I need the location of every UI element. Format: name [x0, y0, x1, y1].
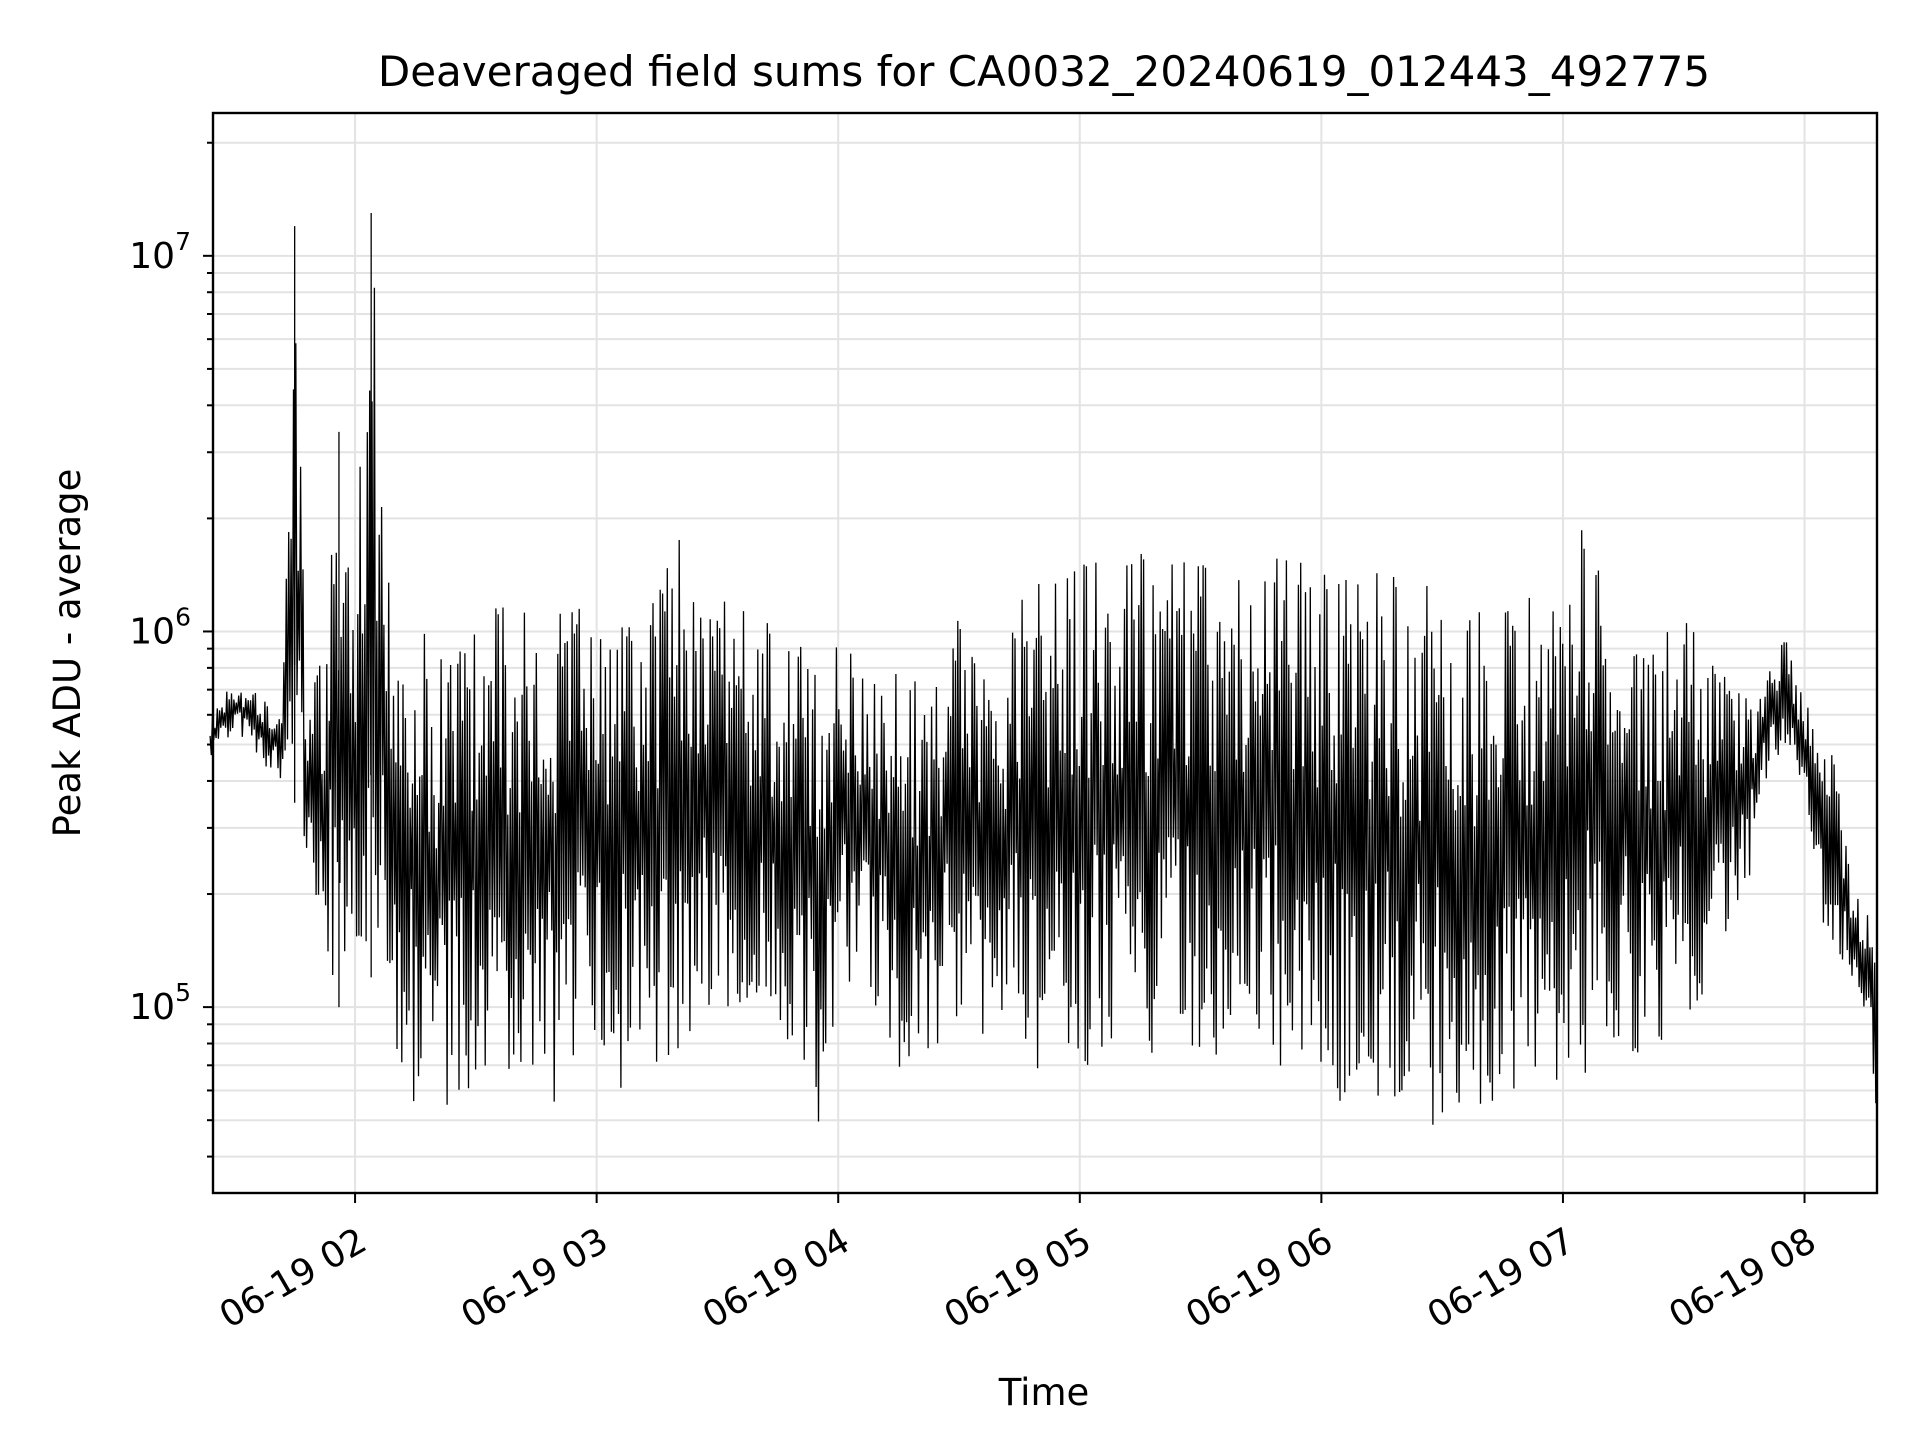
chart-title: Deaveraged field sums for CA0032_2024061…: [378, 47, 1710, 96]
x-tick-label: 06-19 03: [454, 1220, 615, 1336]
x-axis-label: Time: [998, 1371, 1090, 1414]
x-tick-label: 06-19 06: [1179, 1220, 1340, 1336]
y-tick-label: 105: [129, 978, 191, 1028]
plot-frame: [211, 111, 1879, 1195]
y-tick-label: 106: [129, 602, 191, 652]
y-tick-label: 107: [129, 227, 191, 277]
series-layer: [209, 213, 1878, 1125]
x-tick-label: 06-19 04: [696, 1220, 857, 1336]
series-line: [209, 287, 1878, 1125]
x-tick-label: 06-19 08: [1662, 1220, 1823, 1336]
y-axis-label: Peak ADU - average: [46, 469, 89, 838]
grid-lines: [213, 113, 1877, 1193]
x-tick-label: 06-19 07: [1421, 1220, 1582, 1336]
x-tick-label: 06-19 05: [938, 1220, 1099, 1336]
x-tick-label: 06-19 02: [213, 1220, 374, 1336]
